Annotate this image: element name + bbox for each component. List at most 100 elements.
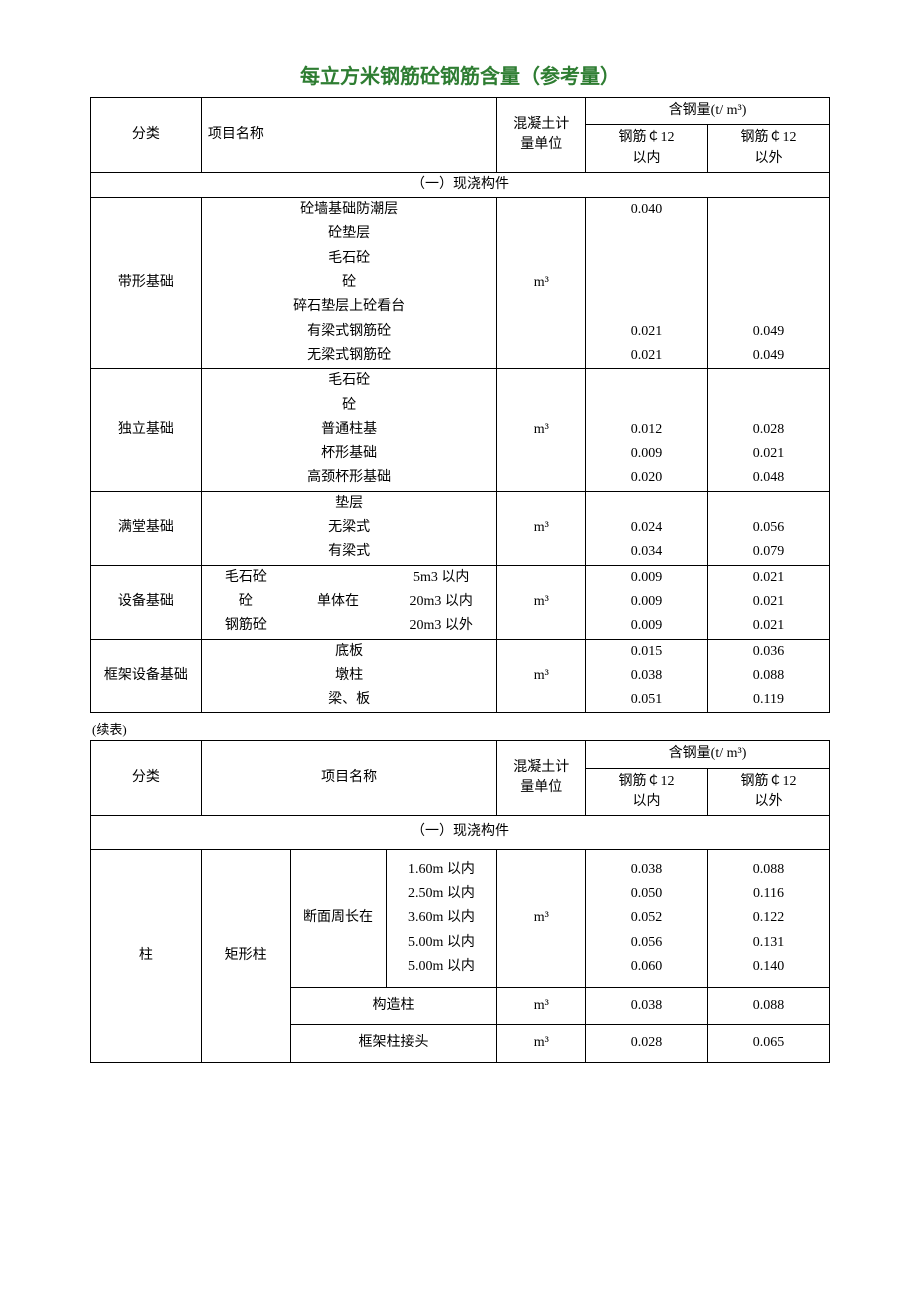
groupF-out-0: 0.088 bbox=[708, 849, 830, 882]
groupF-sub2a: 断面周长在 bbox=[290, 849, 386, 987]
groupF-in-2: 0.052 bbox=[586, 906, 708, 930]
groupF-sub1: 矩形柱 bbox=[201, 849, 290, 1062]
groupF-size-4: 5.00m 以内 bbox=[386, 955, 497, 988]
groupF-unit-1: m³ bbox=[497, 849, 586, 987]
groupF-row7-out: 0.065 bbox=[708, 1025, 830, 1062]
groupA-in-3 bbox=[586, 271, 708, 295]
groupB-in-4: 0.020 bbox=[586, 466, 708, 491]
groupF-out-1: 0.116 bbox=[708, 882, 830, 906]
groupA-item-5: 有梁式钢筋砼 bbox=[201, 320, 497, 344]
groupF-size-2: 3.60m 以内 bbox=[386, 906, 497, 930]
continuation-label: (续表) bbox=[92, 719, 830, 738]
groupD-name: 设备基础 bbox=[91, 565, 202, 639]
groupE-item-2: 梁、板 bbox=[201, 688, 497, 713]
groupB-out-0 bbox=[708, 369, 830, 394]
groupC-in-1: 0.024 bbox=[586, 516, 708, 540]
groupC-in-2: 0.034 bbox=[586, 540, 708, 565]
groupA-out-2 bbox=[708, 247, 830, 271]
groupA-out-6: 0.049 bbox=[708, 344, 830, 369]
groupE-in-1: 0.038 bbox=[586, 664, 708, 688]
main-table-2: 分类 项目名称 混凝土计量单位 含钢量(t/ m³) 钢筋￠12以内 钢筋￠12… bbox=[90, 740, 830, 1062]
groupF-row7-in: 0.028 bbox=[586, 1025, 708, 1062]
groupF-in-1: 0.050 bbox=[586, 882, 708, 906]
groupC-out-1: 0.056 bbox=[708, 516, 830, 540]
groupB-in-0 bbox=[586, 369, 708, 394]
hdr-unit: 混凝土计量单位 bbox=[497, 98, 586, 173]
hdr2-steel: 含钢量(t/ m³) bbox=[586, 741, 830, 768]
main-table-1: 分类 项目名称 混凝土计量单位 含钢量(t/ m³) 钢筋￠12以内 钢筋￠12… bbox=[90, 97, 830, 713]
groupE-unit: m³ bbox=[497, 639, 586, 713]
groupF-unit-2: m³ bbox=[497, 988, 586, 1025]
groupA-item-4: 碎石垫层上砼看台 bbox=[201, 295, 497, 319]
hdr-item-name: 项目名称 bbox=[201, 98, 497, 173]
groupA-out-0 bbox=[708, 198, 830, 223]
groupD-out-1: 0.021 bbox=[708, 590, 830, 614]
groupD-in-2: 0.009 bbox=[586, 614, 708, 639]
groupA-name: 带形基础 bbox=[91, 198, 202, 369]
groupA-out-4 bbox=[708, 295, 830, 319]
hdr2-rebar-out: 钢筋￠12以外 bbox=[708, 768, 830, 816]
hdr2-item-name: 项目名称 bbox=[201, 741, 497, 816]
groupD-c1-1: 砼 bbox=[201, 590, 290, 614]
groupA-out-5: 0.049 bbox=[708, 320, 830, 344]
groupB-item-4: 高颈杯形基础 bbox=[201, 466, 497, 491]
groupD-c3-1: 20m3 以内 bbox=[386, 590, 497, 614]
groupC-out-0 bbox=[708, 491, 830, 516]
groupF-size-3: 5.00m 以内 bbox=[386, 931, 497, 955]
groupD-out-2: 0.021 bbox=[708, 614, 830, 639]
groupE-item-0: 底板 bbox=[201, 639, 497, 664]
groupF-size-1: 2.50m 以内 bbox=[386, 882, 497, 906]
groupF-unit-3: m³ bbox=[497, 1025, 586, 1062]
groupA-out-3 bbox=[708, 271, 830, 295]
groupC-item-1: 无梁式 bbox=[201, 516, 497, 540]
groupB-in-3: 0.009 bbox=[586, 442, 708, 466]
groupB-item-3: 杯形基础 bbox=[201, 442, 497, 466]
section-2-title: （一）现浇构件 bbox=[91, 816, 830, 849]
groupC-out-2: 0.079 bbox=[708, 540, 830, 565]
groupA-in-5: 0.021 bbox=[586, 320, 708, 344]
groupF-row6-out: 0.088 bbox=[708, 988, 830, 1025]
page-title: 每立方米钢筋砼钢筋含量（参考量） bbox=[90, 60, 830, 89]
groupE-in-0: 0.015 bbox=[586, 639, 708, 664]
groupF-name: 柱 bbox=[91, 849, 202, 1062]
groupD-c3-0: 5m3 以内 bbox=[386, 565, 497, 590]
groupE-out-1: 0.088 bbox=[708, 664, 830, 688]
groupF-out-2: 0.122 bbox=[708, 906, 830, 930]
groupC-in-0 bbox=[586, 491, 708, 516]
groupD-in-0: 0.009 bbox=[586, 565, 708, 590]
groupF-row7-label: 框架柱接头 bbox=[290, 1025, 497, 1062]
groupB-out-3: 0.021 bbox=[708, 442, 830, 466]
groupA-in-4 bbox=[586, 295, 708, 319]
groupA-item-6: 无梁式钢筋砼 bbox=[201, 344, 497, 369]
groupE-name: 框架设备基础 bbox=[91, 639, 202, 713]
groupB-in-1 bbox=[586, 394, 708, 418]
groupC-item-0: 垫层 bbox=[201, 491, 497, 516]
groupD-c1-0: 毛石砼 bbox=[201, 565, 290, 590]
hdr2-rebar-in: 钢筋￠12以内 bbox=[586, 768, 708, 816]
groupA-item-2: 毛石砼 bbox=[201, 247, 497, 271]
groupC-item-2: 有梁式 bbox=[201, 540, 497, 565]
section-1-title: （一）现浇构件 bbox=[91, 172, 830, 197]
groupA-item-0: 砼墙基础防潮层 bbox=[201, 198, 497, 223]
groupA-in-2 bbox=[586, 247, 708, 271]
groupE-out-0: 0.036 bbox=[708, 639, 830, 664]
groupD-unit: m³ bbox=[497, 565, 586, 639]
hdr2-unit: 混凝土计量单位 bbox=[497, 741, 586, 816]
hdr-steel: 含钢量(t/ m³) bbox=[586, 98, 830, 125]
groupD-c2: 单体在 bbox=[290, 565, 386, 639]
groupE-item-1: 墩柱 bbox=[201, 664, 497, 688]
groupE-out-2: 0.119 bbox=[708, 688, 830, 713]
groupA-in-0: 0.040 bbox=[586, 198, 708, 223]
groupF-size-0: 1.60m 以内 bbox=[386, 849, 497, 882]
groupF-out-4: 0.140 bbox=[708, 955, 830, 988]
groupA-item-3: 砼 bbox=[201, 271, 497, 295]
groupB-out-1 bbox=[708, 394, 830, 418]
groupA-in-1 bbox=[586, 222, 708, 246]
groupB-name: 独立基础 bbox=[91, 369, 202, 491]
groupB-out-4: 0.048 bbox=[708, 466, 830, 491]
groupD-out-0: 0.021 bbox=[708, 565, 830, 590]
groupF-row6-in: 0.038 bbox=[586, 988, 708, 1025]
groupB-unit: m³ bbox=[497, 369, 586, 491]
groupF-in-3: 0.056 bbox=[586, 931, 708, 955]
groupD-in-1: 0.009 bbox=[586, 590, 708, 614]
